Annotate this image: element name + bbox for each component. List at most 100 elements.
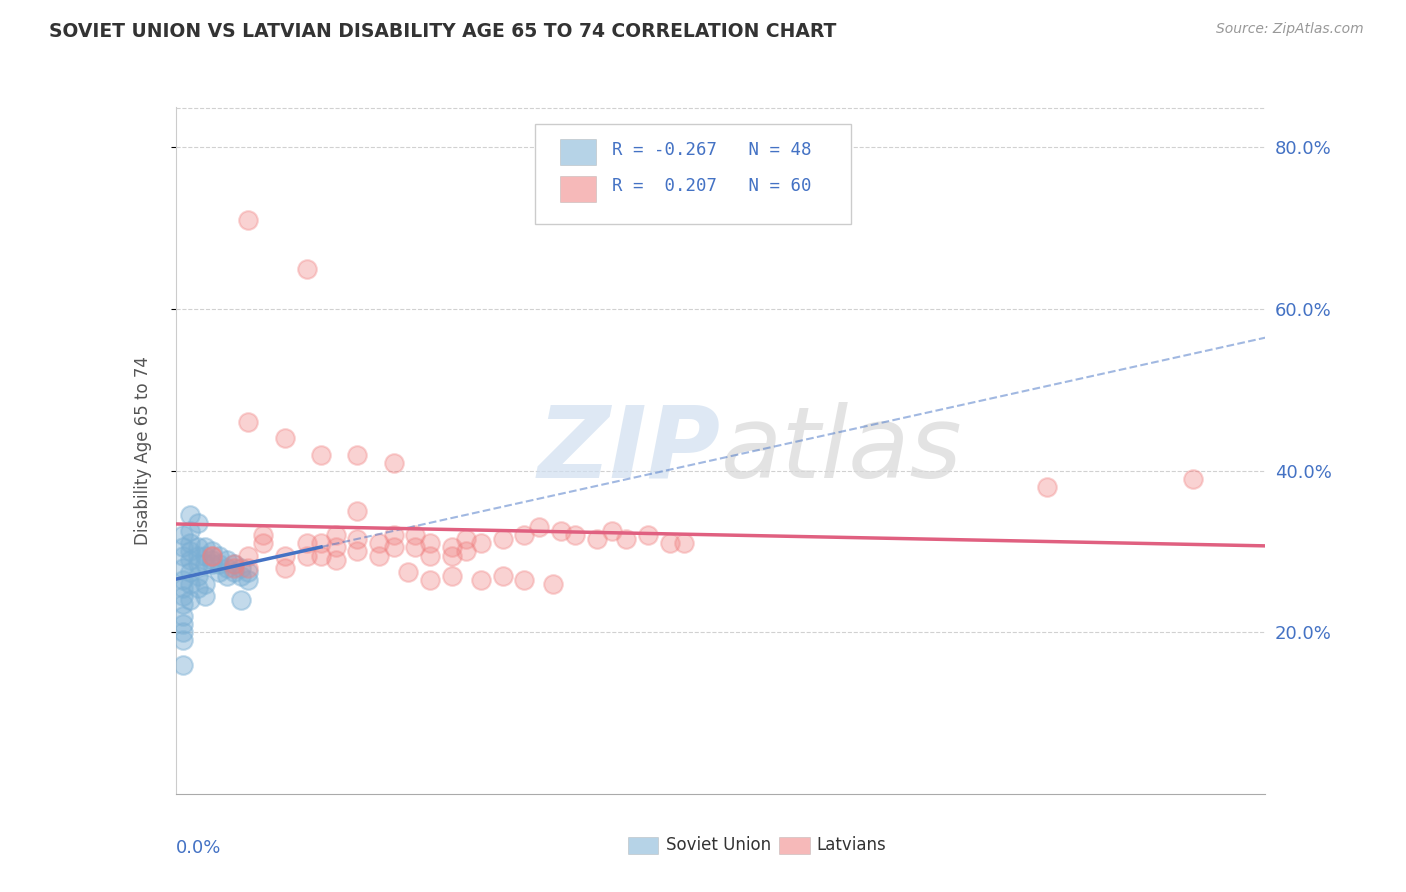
Point: [513, 528, 536, 542]
Point: [325, 528, 347, 542]
Point: [325, 541, 347, 555]
Point: [614, 533, 637, 547]
Point: [208, 557, 231, 571]
Point: [186, 516, 209, 531]
Text: R =  0.207   N = 60: R = 0.207 N = 60: [612, 177, 811, 195]
Point: [186, 581, 209, 595]
Point: [325, 552, 347, 566]
Point: [382, 456, 405, 470]
Point: [201, 544, 224, 558]
Point: [179, 565, 201, 579]
Point: [172, 657, 194, 672]
Point: [1036, 480, 1059, 494]
Point: [600, 524, 623, 539]
Point: [186, 549, 209, 563]
Point: [194, 589, 217, 603]
Point: [346, 504, 368, 518]
Point: [405, 528, 427, 542]
Point: [172, 581, 194, 595]
Point: [419, 573, 441, 587]
Text: R = -0.267   N = 48: R = -0.267 N = 48: [612, 141, 811, 160]
FancyBboxPatch shape: [561, 139, 596, 165]
Point: [440, 541, 463, 555]
Point: [179, 552, 201, 566]
Point: [172, 573, 194, 587]
Point: [172, 541, 194, 555]
Point: [172, 597, 194, 611]
Point: [382, 528, 405, 542]
Point: [346, 544, 368, 558]
Point: [564, 528, 586, 542]
Point: [179, 593, 201, 607]
Point: [231, 593, 253, 607]
Point: [172, 609, 194, 624]
Point: [231, 560, 253, 574]
Point: [274, 549, 297, 563]
Point: [231, 568, 253, 582]
Point: [194, 557, 217, 571]
Point: [440, 568, 463, 582]
Point: [179, 508, 201, 522]
Point: [222, 565, 245, 579]
Point: [252, 536, 274, 550]
Point: [172, 560, 194, 574]
Point: [1181, 472, 1204, 486]
Point: [382, 541, 405, 555]
FancyBboxPatch shape: [561, 176, 596, 202]
Point: [470, 573, 492, 587]
Point: [222, 560, 245, 574]
Point: [658, 536, 681, 550]
Point: [172, 633, 194, 648]
Point: [238, 213, 260, 227]
Text: 0.0%: 0.0%: [176, 838, 221, 856]
Point: [215, 560, 238, 574]
Point: [274, 560, 297, 574]
Point: [456, 544, 478, 558]
Point: [405, 541, 427, 555]
Point: [586, 533, 609, 547]
Text: ZIP: ZIP: [537, 402, 721, 499]
Point: [172, 528, 194, 542]
Point: [201, 552, 224, 566]
Point: [238, 560, 260, 574]
Point: [238, 549, 260, 563]
Point: [295, 261, 318, 276]
Point: [252, 528, 274, 542]
Point: [208, 565, 231, 579]
Point: [222, 557, 245, 571]
Point: [456, 533, 478, 547]
Point: [368, 536, 391, 550]
Point: [550, 524, 572, 539]
Point: [396, 565, 419, 579]
Point: [637, 528, 659, 542]
Text: Source: ZipAtlas.com: Source: ZipAtlas.com: [1216, 22, 1364, 37]
Point: [172, 625, 194, 640]
Point: [194, 541, 217, 555]
FancyBboxPatch shape: [628, 838, 658, 855]
Point: [238, 565, 260, 579]
Point: [179, 536, 201, 550]
Point: [346, 448, 368, 462]
Point: [492, 533, 515, 547]
Point: [238, 415, 260, 429]
Point: [194, 549, 217, 563]
Text: Latvians: Latvians: [817, 836, 886, 854]
Point: [186, 557, 209, 571]
Point: [492, 568, 515, 582]
Point: [222, 557, 245, 571]
Point: [309, 549, 332, 563]
Point: [172, 549, 194, 563]
Point: [172, 589, 194, 603]
Point: [368, 549, 391, 563]
Text: Soviet Union: Soviet Union: [666, 836, 772, 854]
Point: [346, 533, 368, 547]
Point: [179, 524, 201, 539]
Point: [186, 541, 209, 555]
Point: [172, 617, 194, 632]
Point: [238, 573, 260, 587]
Point: [309, 536, 332, 550]
Point: [309, 448, 332, 462]
Point: [513, 573, 536, 587]
Point: [179, 544, 201, 558]
Point: [295, 536, 318, 550]
